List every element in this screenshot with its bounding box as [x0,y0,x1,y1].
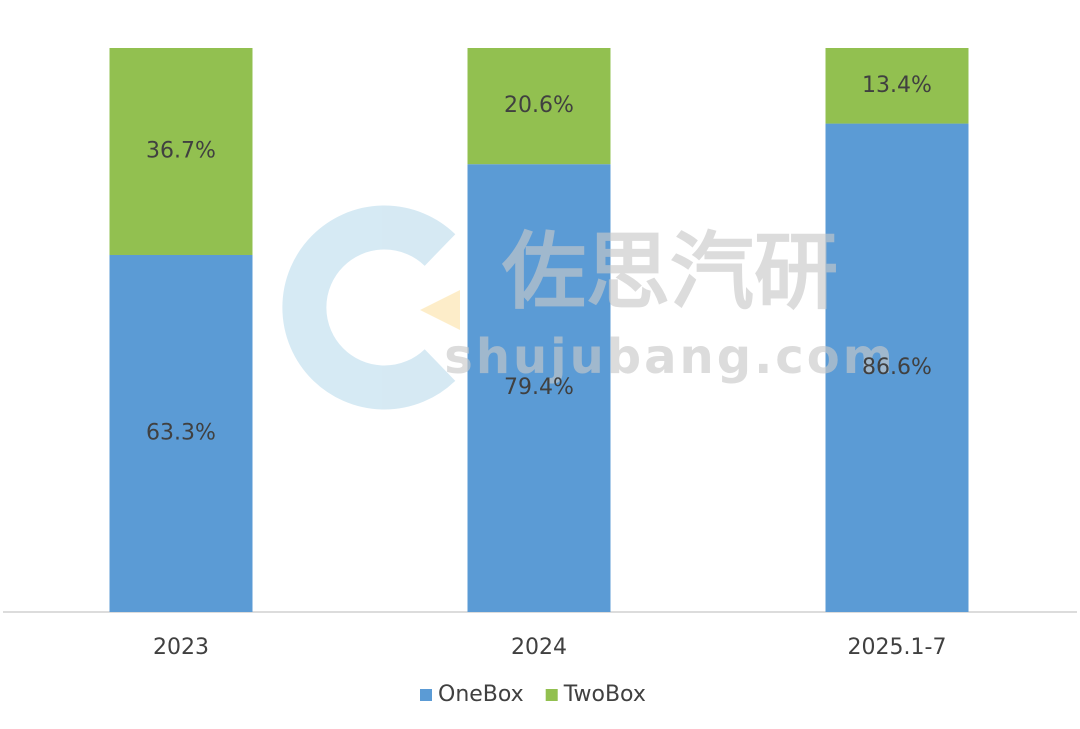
data-label: 79.4% [504,375,574,400]
bar-segment [109,254,253,612]
data-label: 13.4% [862,73,932,98]
legend-swatch [545,689,558,701]
bar-segment [825,123,969,613]
data-label: 86.6% [862,355,932,380]
data-label: 20.6% [504,93,574,118]
legend-label: OneBox [438,682,524,707]
plot-area [109,48,969,613]
bar-segment [467,48,611,165]
watermark-title: 佐思汽研 [501,223,838,321]
bar-segment [109,48,253,255]
data-labels: 63.3% 36.7% 79.4% 20.6% 86.6% 13.4% [146,73,932,446]
data-label: 36.7% [146,138,216,163]
bar-segment [825,48,969,124]
watermark-logo [282,205,456,410]
watermark-url: shujubang.com [444,329,896,385]
watermark-logo-accent [420,290,460,330]
legend-swatch [420,689,432,701]
legend-label: TwoBox [563,682,646,707]
x-tick-label: 2023 [153,635,209,660]
x-tick-label: 2025.1-7 [848,635,947,660]
data-label: 63.3% [146,420,216,445]
bar-segment [467,164,611,612]
x-tick-label: 2024 [511,635,567,660]
watermark: 佐思汽研 shujubang.com [282,205,896,410]
